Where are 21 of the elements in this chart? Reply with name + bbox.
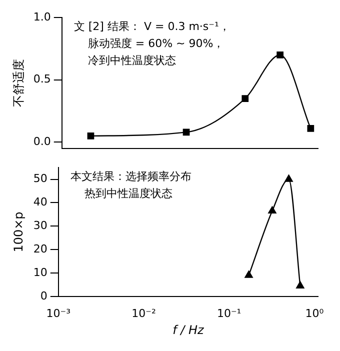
annotation: 文 [2] 结果： V = 0.3 m·s⁻¹， [74, 20, 230, 33]
annotation: 本文结果：选择频率分布 [70, 170, 192, 183]
y-tick-label: 10 [33, 266, 48, 279]
annotation: 冷到中性温度状态 [88, 54, 176, 67]
y-axis-title: 100×p [11, 212, 26, 252]
x-tick-label: 10⁻² [132, 306, 156, 320]
y-tick-label: 0.5 [33, 72, 51, 86]
y-tick-label: 0.0 [33, 135, 51, 148]
y-tick-label: 30 [33, 219, 48, 232]
y-tick-label: 50 [33, 172, 48, 186]
y-tick-label: 0 [40, 289, 48, 302]
y-tick-label: 1.0 [33, 10, 51, 24]
y-tick-label: 20 [33, 242, 48, 256]
x-axis-title: f / Hz [172, 322, 205, 337]
x-tick-label: 10⁻³ [46, 306, 71, 320]
x-tick-label: 10⁻¹ [217, 306, 242, 320]
y-tick-label: 40 [33, 196, 48, 209]
x-tick-label: 10⁰ [305, 306, 324, 320]
annotation: 热到中性温度状态 [84, 186, 172, 200]
annotation: 脉动强度 = 60% ~ 90%， [88, 36, 224, 50]
y-axis-title: 不舒适度 [11, 59, 26, 107]
